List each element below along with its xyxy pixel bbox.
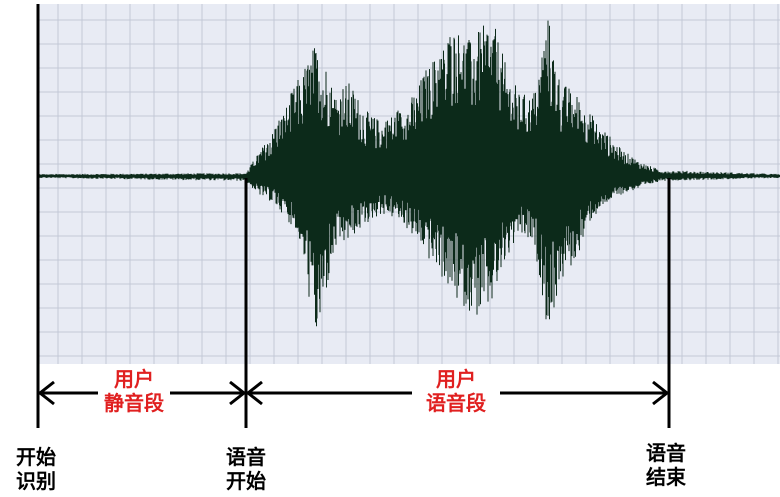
speech-start-label-line2: 开始 <box>226 469 266 493</box>
arrowhead-right-icon <box>229 380 247 406</box>
silence-segment-label-line2: 静音段 <box>104 391 164 415</box>
silence-segment-label-line1: 用户 <box>114 367 154 391</box>
speech-segment-label-line2: 语音段 <box>426 391 486 415</box>
speech-segment-arrow <box>245 380 670 406</box>
arrowhead-left-icon <box>245 380 263 406</box>
recognition-start-label-line2: 识别 <box>16 469 56 493</box>
speech-end-label-line2: 结束 <box>646 465 687 489</box>
speech-end-label-line1: 语音 <box>646 441 686 465</box>
silence-segment-arrow <box>37 380 247 406</box>
arrowhead-left-icon <box>37 380 55 406</box>
speech-start-label-line1: 语音 <box>226 445 266 469</box>
arrowhead-right-icon <box>652 380 670 406</box>
recognition-start-label-line1: 开始 <box>16 445 56 469</box>
speech-segment-label-line1: 用户 <box>436 367 476 391</box>
